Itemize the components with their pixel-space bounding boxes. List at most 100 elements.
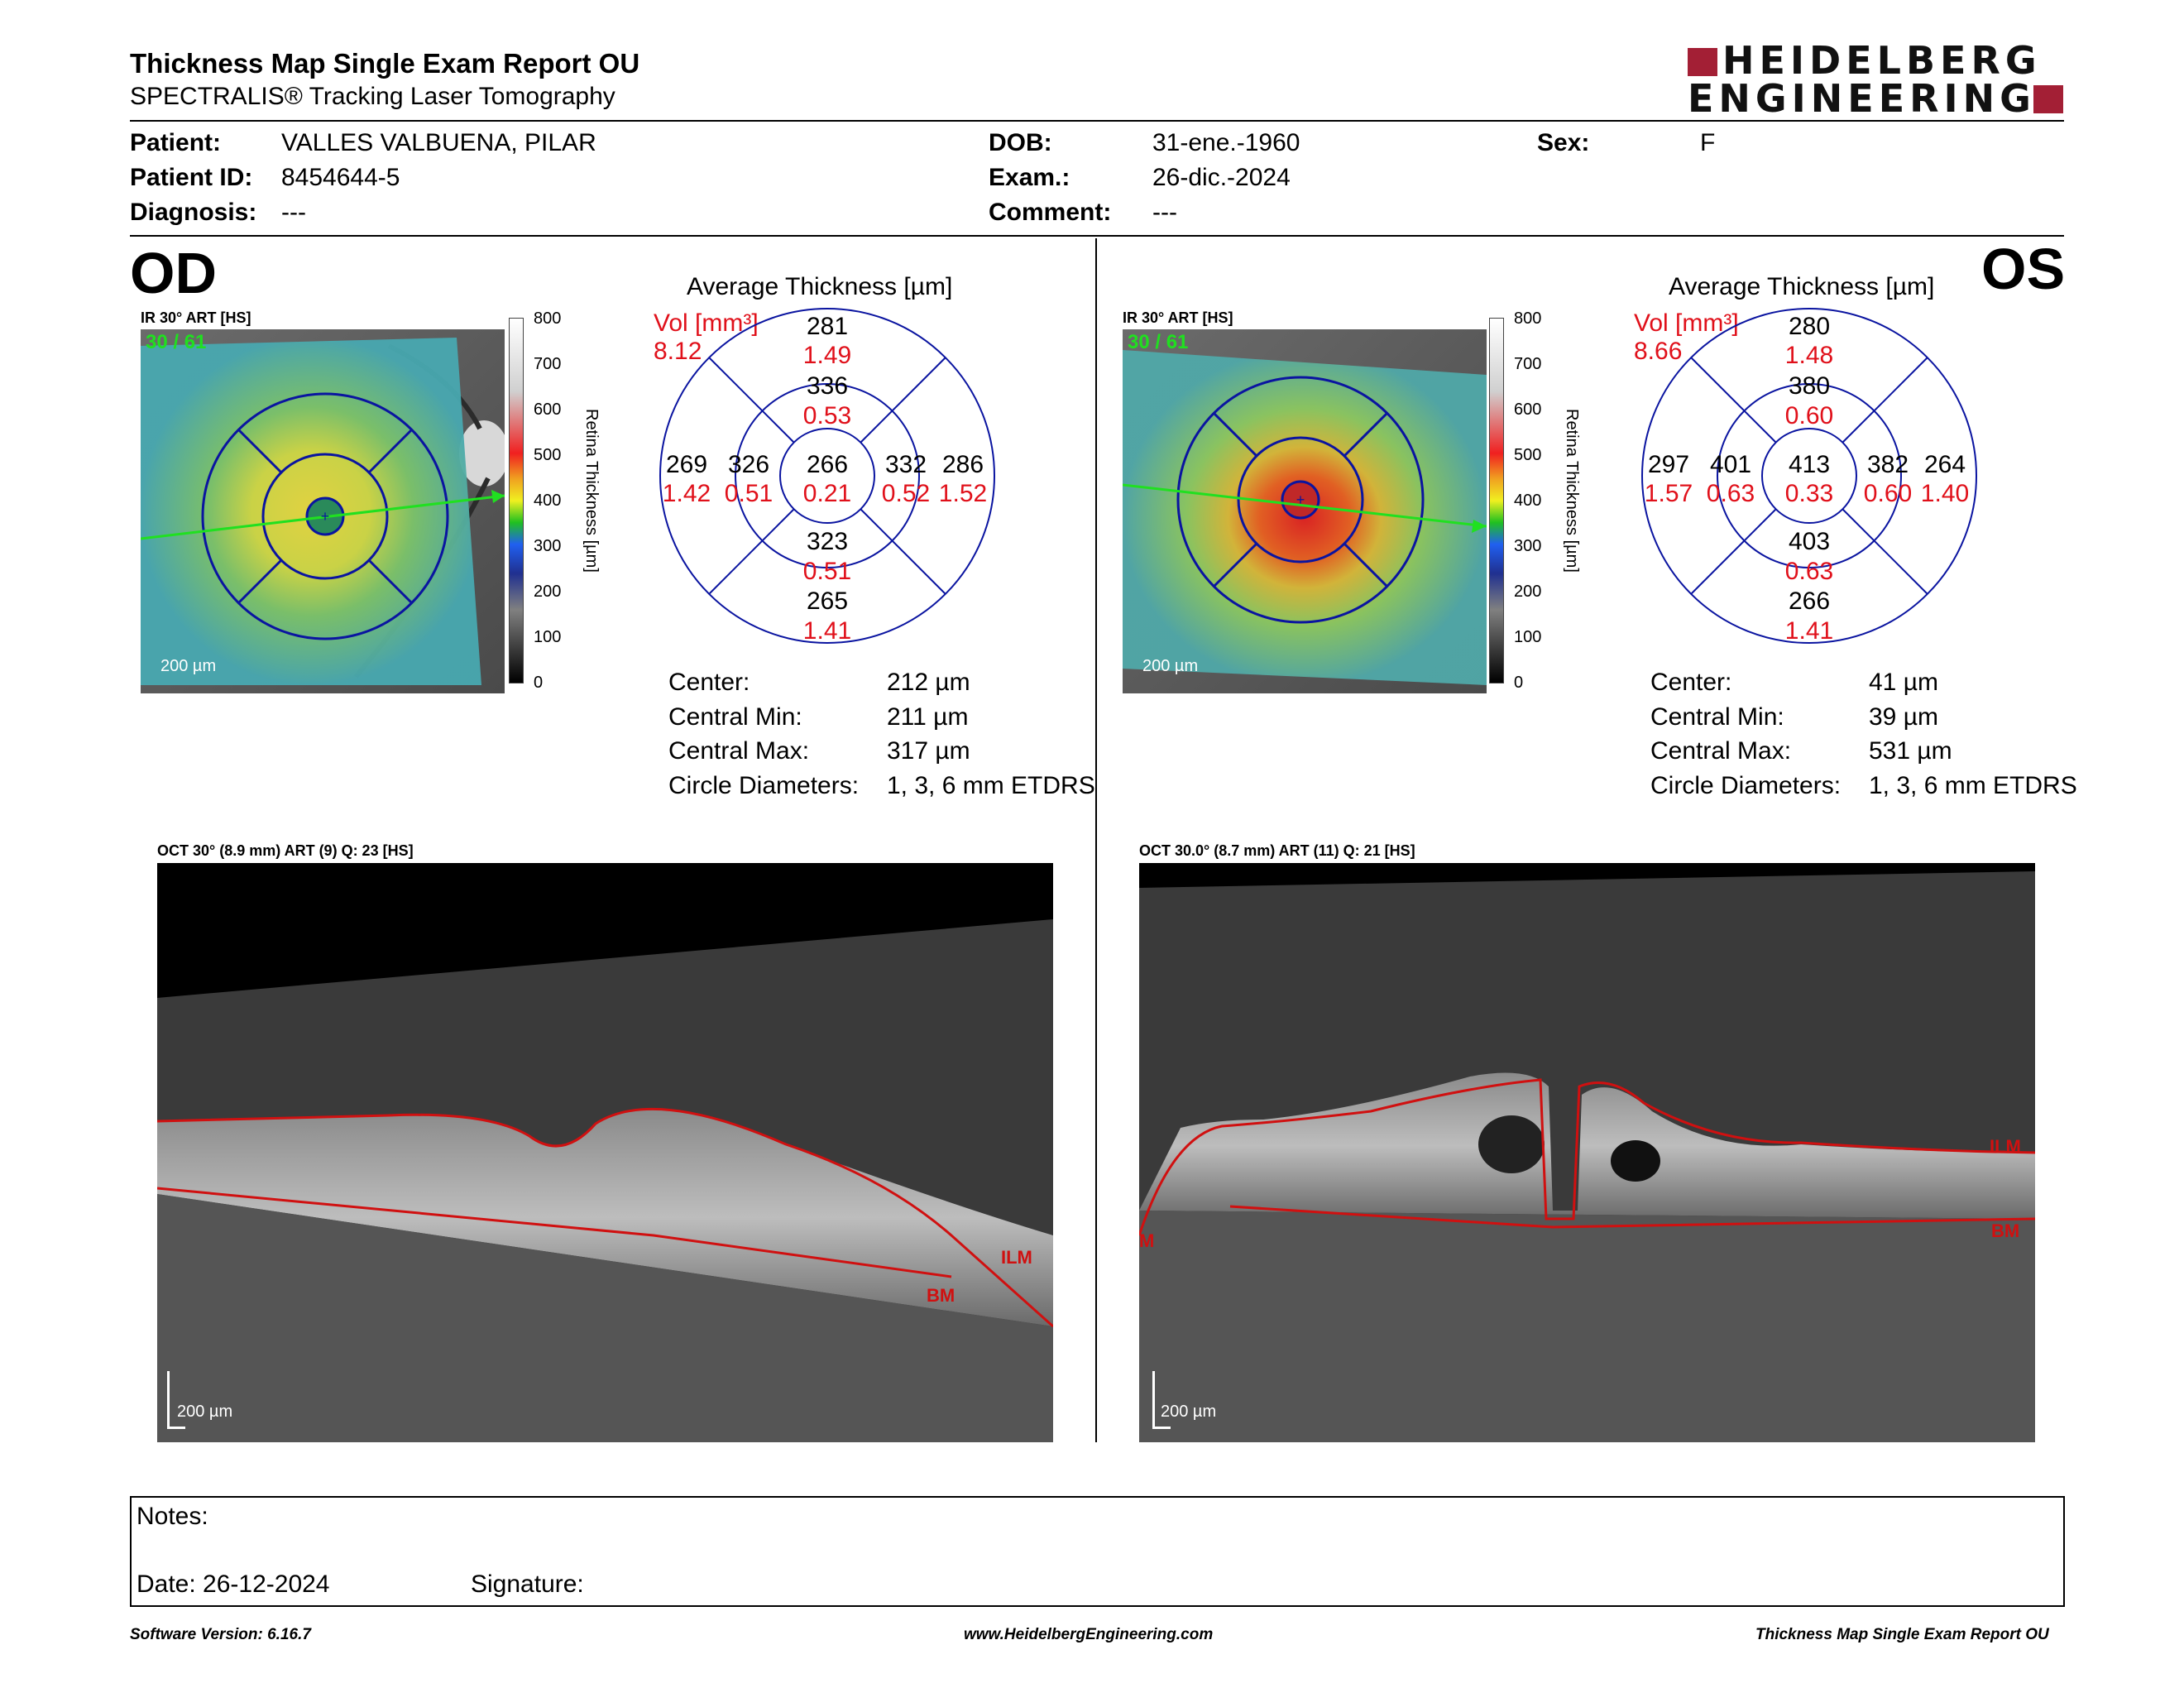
colorbar-tick: 500	[534, 446, 562, 464]
os-vol-label: Vol [mm³]	[1634, 309, 1739, 337]
patient-label: Patient:	[130, 129, 222, 156]
eye-divider	[1095, 238, 1097, 1442]
exam-value: 26-dic.-2024	[1152, 164, 1291, 191]
os-inner-top-volume: 0.60	[1784, 402, 1834, 429]
colorbar-tick: 100	[534, 628, 562, 646]
sex-value: F	[1700, 129, 1716, 156]
od-stat-value: 211 µm	[887, 703, 969, 731]
os-outer-top-thickness: 280	[1788, 313, 1831, 340]
os-inner-right-volume: 0.60	[1863, 480, 1913, 507]
colorbar-tick: 400	[1514, 492, 1542, 510]
colorbar-tick: 300	[1514, 537, 1542, 555]
od-inner-bottom-thickness: 323	[806, 528, 849, 555]
colorbar-tick: 600	[534, 400, 562, 419]
od-stat-value: 317 µm	[887, 737, 970, 765]
os-inner-right-thickness: 382	[1866, 451, 1909, 478]
os-avg-title: Average Thickness [µm]	[1669, 273, 1935, 300]
od-frame-counter: 30 / 61	[146, 331, 207, 353]
os-stat-label: Central Min:	[1650, 703, 1784, 731]
od-outer-top-volume: 1.49	[802, 342, 852, 369]
footer-software-version: Software Version: 6.16.7	[130, 1626, 311, 1643]
os-inner-left-thickness: 401	[1709, 451, 1752, 478]
sex-label: Sex:	[1537, 129, 1590, 156]
od-stat-value: 1, 3, 6 mm ETDRS	[887, 772, 1095, 799]
os-colorbar: 800 700 600 500 400 300 200 100 0 Retina Thicknes…	[1489, 309, 1581, 692]
od-inner-left-volume: 0.51	[724, 480, 774, 507]
os-stat-label: Center:	[1650, 669, 1732, 696]
colorbar-label: Retina Thickness [µm]	[1563, 409, 1581, 573]
od-outer-left-volume: 1.42	[662, 480, 711, 507]
os-outer-top-volume: 1.48	[1784, 342, 1834, 369]
colorbar-tick: 300	[534, 537, 562, 555]
od-inner-left-thickness: 326	[727, 451, 770, 478]
os-stat-value: 41 µm	[1869, 669, 1938, 696]
dob-value: 31-ene.-1960	[1152, 129, 1300, 156]
signature-label: Signature:	[471, 1571, 584, 1598]
colorbar-tick: 200	[1514, 583, 1542, 601]
os-stat-label: Central Max:	[1650, 737, 1792, 765]
os-inner-left-volume: 0.63	[1706, 480, 1755, 507]
os-outer-right-volume: 1.40	[1920, 480, 1970, 507]
od-oct-scan: ILM BM 200 µm	[156, 863, 1054, 1442]
os-ilm-left-label: M	[1139, 1230, 1155, 1251]
report-subtitle: SPECTRALIS® Tracking Laser Tomography	[130, 83, 615, 110]
svg-text:+: +	[1296, 492, 1305, 508]
footer-website: www.HeidelbergEngineering.com	[964, 1626, 1214, 1643]
od-outer-top-thickness: 281	[806, 313, 849, 340]
od-center-volume: 0.21	[802, 480, 852, 507]
os-inner-bottom-thickness: 403	[1788, 528, 1831, 555]
os-stat-label: Circle Diameters:	[1650, 772, 1842, 799]
report-title: Thickness Map Single Exam Report OU	[130, 48, 640, 79]
os-oct-scale: 200 µm	[1161, 1403, 1217, 1421]
os-bm-label: BM	[1991, 1220, 2020, 1241]
os-outer-left-volume: 1.57	[1644, 480, 1693, 507]
colorbar-tick: 0	[534, 674, 544, 692]
os-inner-bottom-volume: 0.63	[1784, 558, 1834, 585]
od-vol-value: 8.12	[654, 338, 702, 365]
colorbar-tick: 200	[534, 583, 562, 601]
os-frame-counter: 30 / 61	[1128, 331, 1189, 353]
od-stat-value: 212 µm	[887, 669, 970, 696]
patient-name: VALLES VALBUENA, PILAR	[281, 129, 596, 156]
od-bm-label: BM	[927, 1285, 956, 1306]
comment-value: ---	[1152, 199, 1177, 226]
os-ir-caption: IR 30° ART [HS]	[1123, 309, 1233, 326]
os-outer-bottom-thickness: 266	[1788, 587, 1831, 615]
od-outer-left-thickness: 269	[665, 451, 708, 478]
os-thickness-map: + 30 / 61 200 µm	[1122, 329, 1487, 693]
od-ir-caption: IR 30° ART [HS]	[141, 309, 251, 326]
os-outer-right-thickness: 264	[1923, 451, 1966, 478]
os-inner-top-thickness: 380	[1788, 372, 1831, 400]
os-oct-caption: OCT 30.0° (8.7 mm) ART (11) Q: 21 [HS]	[1139, 842, 1415, 859]
exam-label: Exam.:	[989, 164, 1070, 191]
od-map-scale: 200 µm	[160, 657, 217, 675]
od-stat-label: Central Min:	[668, 703, 802, 731]
colorbar-label: Retina Thickness [µm]	[582, 409, 601, 573]
dob-label: DOB:	[989, 129, 1052, 156]
od-outer-right-volume: 1.52	[938, 480, 988, 507]
comment-label: Comment:	[989, 199, 1112, 226]
od-stat-label: Central Max:	[668, 737, 810, 765]
os-center-volume: 0.33	[1784, 480, 1834, 507]
patient-id: 8454644-5	[281, 164, 400, 191]
od-center-thickness: 266	[806, 451, 849, 478]
colorbar-tick: 400	[534, 492, 562, 510]
os-stat-value: 39 µm	[1869, 703, 1938, 731]
os-center-thickness: 413	[1788, 451, 1831, 478]
colorbar-tick: 800	[534, 309, 562, 328]
os-vol-value: 8.66	[1634, 338, 1683, 365]
date-label: Date: 26-12-2024	[136, 1571, 330, 1598]
od-outer-right-thickness: 286	[941, 451, 984, 478]
od-outer-bottom-volume: 1.41	[802, 617, 852, 645]
notes-box: Notes: Date: 26-12-2024 Signature:	[130, 1496, 2065, 1607]
od-ilm-label: ILM	[1001, 1247, 1032, 1268]
colorbar-tick: 500	[1514, 446, 1542, 464]
colorbar-tick: 800	[1514, 309, 1542, 328]
od-inner-bottom-volume: 0.51	[802, 558, 852, 585]
colorbar-tick: 700	[534, 355, 562, 373]
od-avg-title: Average Thickness [µm]	[687, 273, 953, 300]
os-outer-left-thickness: 297	[1647, 451, 1690, 478]
patient-rule	[130, 235, 2064, 237]
od-thickness-map: + 30 / 61 200 µm	[140, 329, 509, 693]
os-map-scale: 200 µm	[1142, 657, 1199, 675]
